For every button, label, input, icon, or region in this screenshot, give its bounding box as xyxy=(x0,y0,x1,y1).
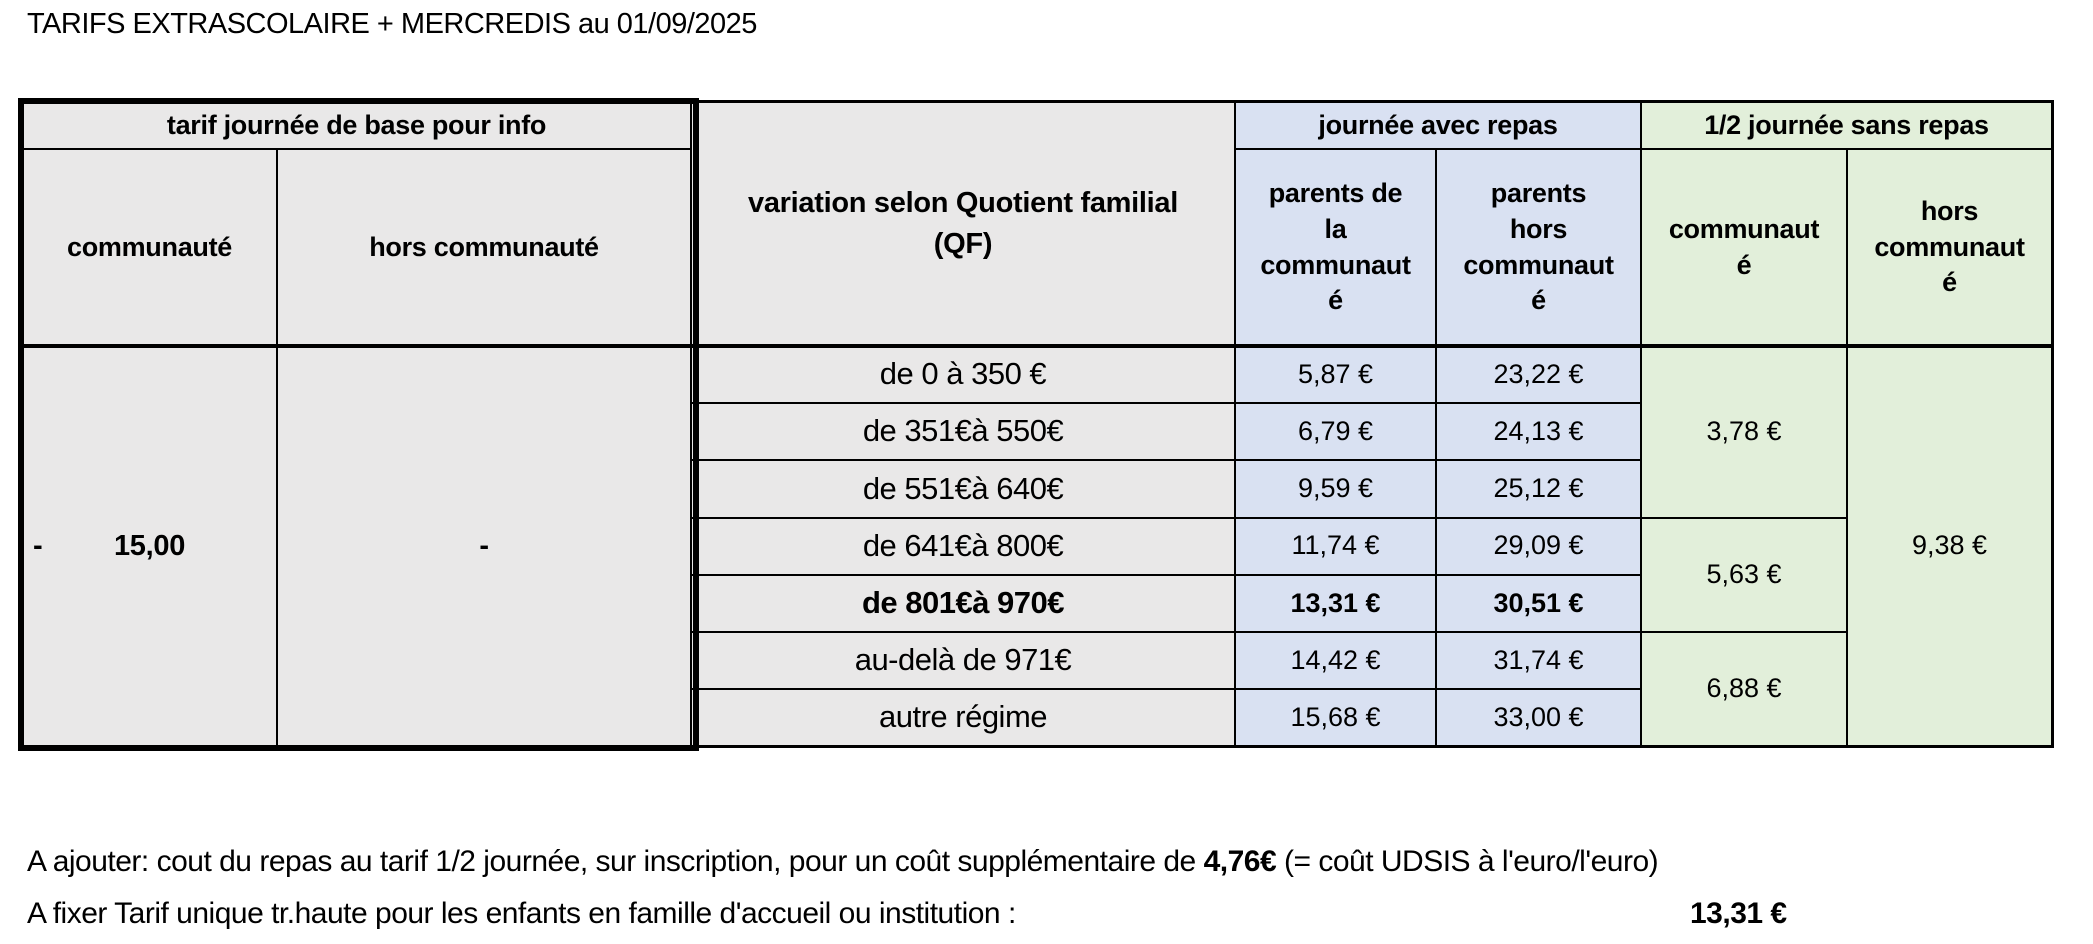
qf-range-row: de 0 à 350 € xyxy=(692,347,1234,403)
half-day-tier-high: 6,88 € xyxy=(1642,632,1846,746)
meal-in-price-highlighted: 13,31 € xyxy=(1236,575,1435,631)
subheader-half-hors-communaute: hors communaut é xyxy=(1848,150,2051,345)
footnote-meal-cost-amount: 4,76€ xyxy=(1203,845,1277,878)
footnote-meal-cost-text: A ajouter: cout du repas au tarif 1/2 jo… xyxy=(27,845,1204,878)
meal-out-price: 31,74 € xyxy=(1437,632,1640,689)
meal-in-price: 11,74 € xyxy=(1236,518,1435,574)
meal-out-price: 33,00 € xyxy=(1437,690,1640,746)
accounting-dash: - xyxy=(479,530,489,563)
base-day-hors-communaute-cell: - xyxy=(278,347,690,746)
meal-in-price: 6,79 € xyxy=(1236,404,1435,460)
qf-range-row: de 551€à 640€ xyxy=(692,461,1234,517)
half-day-hors-communaute-price: 9,38 € xyxy=(1848,347,2051,746)
footnote-unique-tariff-text: A fixer Tarif unique tr.haute pour les e… xyxy=(27,897,1016,930)
subheader-communaute: communauté xyxy=(23,150,276,345)
group-header-half-day-no-meal: 1/2 journée sans repas xyxy=(1642,103,2051,148)
tariff-table: tarif journée de base pour info variatio… xyxy=(20,100,2054,749)
qf-range-row-highlighted: de 801€à 970€ xyxy=(692,575,1234,631)
subheader-hors-communaute: hors communauté xyxy=(278,150,690,345)
base-day-communaute-cell: - 15,00 xyxy=(23,347,276,746)
meal-out-price: 24,13 € xyxy=(1437,404,1640,460)
footnote-meal-cost-suffix: (= coût UDSIS à l'euro/l'euro) xyxy=(1276,845,1659,878)
meal-out-price: 25,12 € xyxy=(1437,461,1640,517)
meal-in-price: 9,59 € xyxy=(1236,461,1435,517)
base-day-value: 15,00 xyxy=(113,530,186,563)
meal-out-price: 23,22 € xyxy=(1437,347,1640,403)
meal-in-price: 14,42 € xyxy=(1236,632,1435,689)
qf-range-row: autre régime xyxy=(692,690,1234,746)
subheader-parents-communaute: parents de la communaut é xyxy=(1236,150,1435,345)
qf-range-row: au-delà de 971€ xyxy=(692,632,1234,689)
half-day-tier-mid: 5,63 € xyxy=(1642,518,1846,631)
footnote-meal-cost: A ajouter: cout du repas au tarif 1/2 jo… xyxy=(27,845,1659,879)
accounting-dash: - xyxy=(33,530,43,563)
meal-in-price: 5,87 € xyxy=(1236,347,1435,403)
footnote-unique-tariff-amount: 13,31 € xyxy=(1690,897,1787,930)
qf-range-row: de 351€à 550€ xyxy=(692,404,1234,460)
half-day-tier-low: 3,78 € xyxy=(1642,347,1846,517)
page-title: TARIFS EXTRASCOLAIRE + MERCREDIS au 01/0… xyxy=(27,8,757,40)
meal-in-price: 15,68 € xyxy=(1236,690,1435,746)
footnote-unique-tariff: A fixer Tarif unique tr.haute pour les e… xyxy=(27,897,1787,931)
group-header-quotient-familial: variation selon Quotient familial (QF) xyxy=(692,103,1234,345)
subheader-half-communaute: communaut é xyxy=(1642,150,1846,345)
subheader-parents-hors-communaute: parents hors communaut é xyxy=(1437,150,1640,345)
meal-out-price-highlighted: 30,51 € xyxy=(1437,575,1640,631)
meal-out-price: 29,09 € xyxy=(1437,518,1640,574)
group-header-base-day: tarif journée de base pour info xyxy=(23,103,690,148)
qf-range-row: de 641€à 800€ xyxy=(692,518,1234,574)
group-header-full-day-with-meal: journée avec repas xyxy=(1236,103,1640,148)
